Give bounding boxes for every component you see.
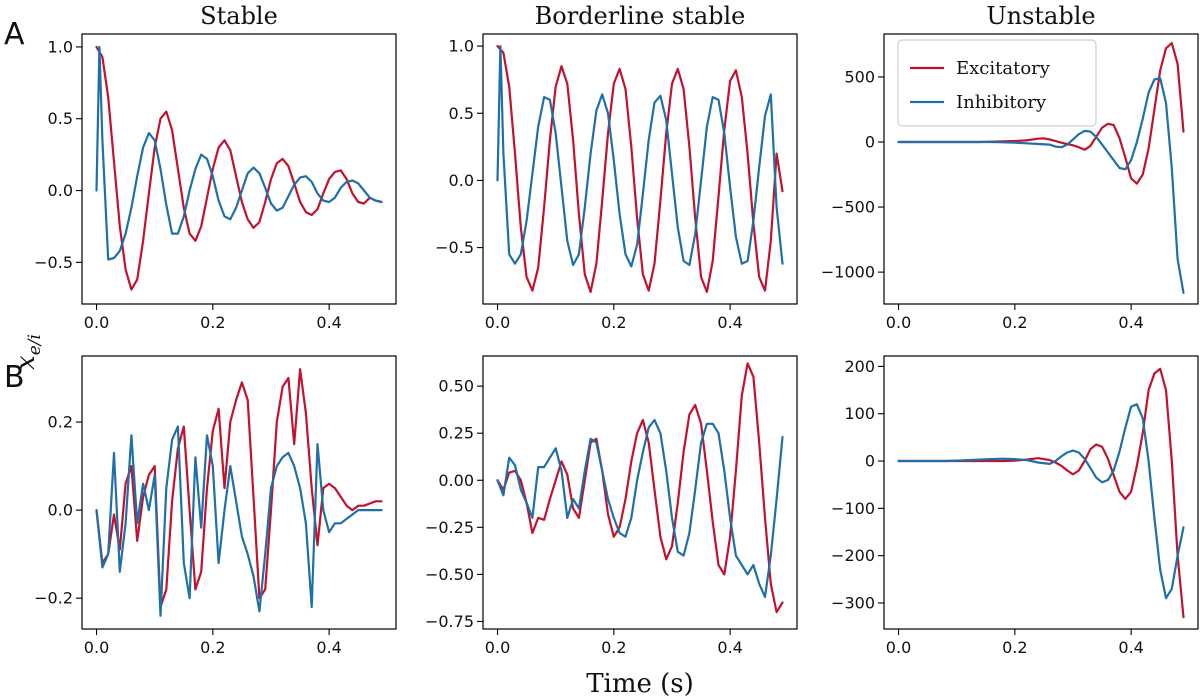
legend-label-inhibitory: Inhibitory	[956, 92, 1047, 113]
x-tick-label: 0.4	[717, 313, 742, 332]
x-tick-label: 0.4	[717, 638, 742, 657]
series-line-excitatory	[95, 368, 383, 609]
series-line-excitatory	[95, 45, 383, 291]
y-tick-label: 0.50	[438, 377, 474, 396]
x-tick-label: 0.2	[200, 313, 225, 332]
y-tick-label: −0.5	[34, 253, 73, 272]
plot-frame	[482, 33, 798, 305]
svg-text:xe/i: xe/i	[11, 334, 45, 370]
x-tick-label: 0.0	[886, 638, 911, 657]
y-axis-label-main: x	[11, 355, 41, 370]
x-tick-label: 0.0	[485, 313, 510, 332]
y-tick-label: 0.25	[438, 424, 474, 443]
y-tick-label: 0.2	[48, 413, 73, 432]
x-tick-label: 0.4	[1118, 638, 1143, 657]
series-line-inhibitory	[496, 44, 784, 268]
x-tick-label: 0.2	[601, 313, 626, 332]
y-tick-label: −500	[831, 198, 875, 217]
x-tick-label: 0.0	[84, 638, 109, 657]
y-tick-label: −0.5	[435, 238, 474, 257]
plot-frame	[81, 33, 397, 305]
panel-a-3: 0.0 0.2 0.4 −1000 −500 0 500	[821, 33, 1199, 332]
y-tick-label: −0.25	[425, 518, 474, 537]
x-tick-label: 0.2	[601, 638, 626, 657]
panel-b-1: 0.0 0.2 0.4 −0.2 0.0 0.2	[34, 355, 397, 657]
x-tick-label: 0.0	[485, 638, 510, 657]
x-tick-label: 0.2	[200, 638, 225, 657]
y-tick-label: 1.0	[48, 37, 73, 56]
column-title-stable: Stable	[200, 2, 278, 30]
column-title-unstable: Unstable	[986, 2, 1095, 30]
x-tick-label: 0.0	[886, 313, 911, 332]
x-tick-label: 0.0	[84, 313, 109, 332]
y-tick-label: −0.75	[425, 612, 474, 631]
panel-b-2: 0.0 0.2 0.4 −0.75 −0.50 −0.25 0.00 0.25 0.50	[425, 355, 798, 657]
plot-frame	[883, 355, 1199, 630]
legend-box	[897, 39, 1097, 127]
series-line-inhibitory	[897, 77, 1185, 294]
plot-frame	[883, 33, 1199, 305]
y-tick-label: −1000	[821, 263, 875, 282]
panel-a-1: 0.0 0.2 0.4 −0.5 0.0 0.5 1.0	[34, 33, 397, 332]
y-axis-label-subscript: e/i	[25, 334, 45, 355]
row-label-b: B	[4, 360, 25, 395]
legend-label-excitatory: Excitatory	[956, 58, 1051, 79]
y-tick-label: 200	[844, 357, 875, 376]
y-tick-label: 500	[844, 67, 875, 86]
series-line-excitatory	[897, 367, 1185, 619]
y-tick-label: −300	[831, 593, 875, 612]
series-line-inhibitory	[496, 418, 784, 599]
x-tick-label: 0.2	[1002, 313, 1027, 332]
y-tick-label: 0.5	[48, 109, 73, 128]
panel-a-2: 0.0 0.2 0.4 −0.5 0.0 0.5 1.0	[435, 33, 798, 332]
y-tick-label: 0	[865, 133, 875, 152]
y-tick-label: 0.00	[438, 471, 474, 490]
x-axis-label: Time (s)	[586, 669, 694, 699]
legend: Excitatory Inhibitory	[897, 39, 1097, 127]
series-line-inhibitory	[95, 425, 383, 617]
x-tick-label: 0.4	[316, 313, 341, 332]
y-tick-label: −0.2	[34, 589, 73, 608]
y-tick-label: −100	[831, 499, 875, 518]
y-tick-label: −200	[831, 546, 875, 565]
x-tick-label: 0.2	[1002, 638, 1027, 657]
y-tick-label: 1.0	[449, 37, 474, 56]
x-tick-label: 0.4	[316, 638, 341, 657]
series-line-inhibitory	[95, 45, 383, 261]
y-tick-label: 100	[844, 404, 875, 423]
y-axis-label: xe/i	[11, 334, 45, 370]
y-tick-label: −0.50	[425, 565, 474, 584]
y-tick-label: 0.5	[449, 104, 474, 123]
x-tick-label: 0.4	[1118, 313, 1143, 332]
panel-b-3: 0.0 0.2 0.4 −300 −200 −100 0 100 200	[831, 355, 1199, 657]
y-tick-label: 0.0	[48, 501, 73, 520]
plot-frame	[81, 355, 397, 630]
plot-frame	[482, 355, 798, 630]
y-tick-label: 0	[865, 452, 875, 471]
y-tick-label: 0.0	[449, 171, 474, 190]
series-line-excitatory	[496, 362, 784, 614]
row-label-a: A	[4, 17, 25, 52]
column-title-borderline-stable: Borderline stable	[535, 2, 746, 30]
series-line-inhibitory	[897, 403, 1185, 600]
series-line-excitatory	[496, 44, 784, 293]
y-tick-label: 0.0	[48, 181, 73, 200]
